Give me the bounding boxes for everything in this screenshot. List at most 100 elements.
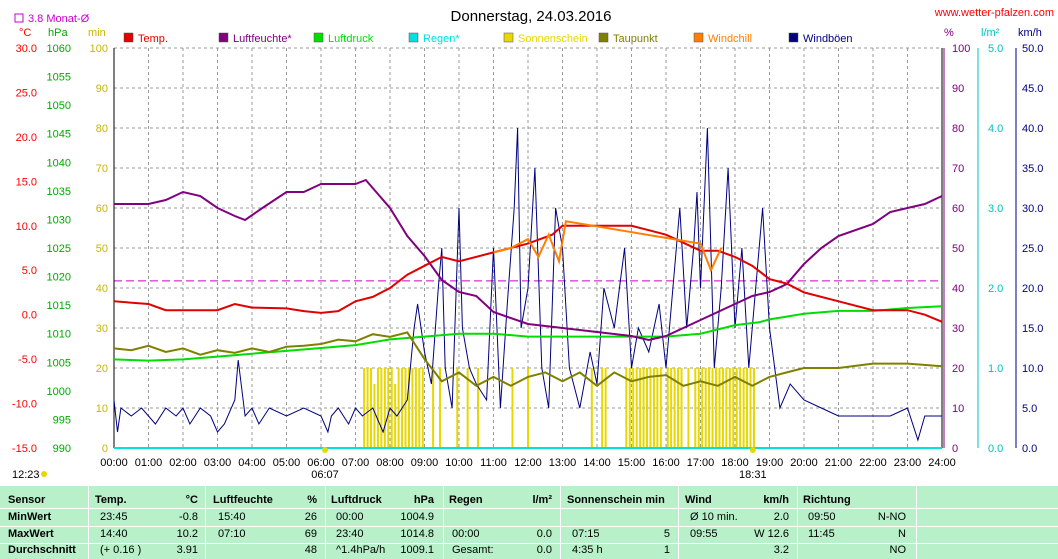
summary-cell: 1014.8	[400, 528, 434, 540]
summary-header-sensor: Sensor	[8, 494, 46, 506]
chart-title: Donnerstag, 24.03.2016	[451, 8, 612, 25]
tick-minutes: 70	[96, 163, 108, 175]
tick-x: 00:00	[100, 457, 128, 469]
sunshine-bar	[742, 368, 745, 448]
sunshine-bar	[642, 368, 645, 448]
summary-cell: 23:40	[336, 528, 364, 540]
sunshine-bar	[590, 368, 593, 448]
sunshine-bar	[511, 368, 514, 448]
tick-percent: 0	[952, 443, 958, 455]
sunshine-bar	[677, 368, 680, 448]
tick-temp: 20.0	[16, 132, 37, 144]
tick-pressure: 1060	[47, 43, 71, 55]
summary-cell: 07:15	[572, 528, 600, 540]
summary-cell: 26	[304, 511, 317, 523]
summary-header-pressure: Luftdruck	[331, 494, 382, 506]
summary-row-label: MinWert	[8, 511, 52, 523]
tick-pressure: 1035	[47, 186, 71, 198]
tick-wind: 10.0	[1022, 363, 1043, 375]
sunshine-bar	[735, 368, 738, 448]
summary-cell: 0.0	[536, 544, 552, 556]
tick-percent: 40	[952, 283, 964, 295]
sunshine-bar	[659, 368, 662, 448]
tick-pressure: 995	[53, 414, 71, 426]
legend-label: Luftdruck	[328, 33, 374, 45]
sunshine-bar	[394, 384, 397, 448]
legend-swatch	[693, 32, 704, 43]
summary-cell: 69	[304, 528, 317, 540]
tick-x: 23:00	[894, 457, 922, 469]
tick-temp: 0.0	[22, 310, 37, 322]
source-url[interactable]: www.wetter-pfalzen.com	[934, 7, 1054, 19]
tick-percent: 100	[952, 43, 970, 55]
tick-x: 06:00	[307, 457, 335, 469]
chart-lines	[113, 127, 943, 449]
tick-x: 03:00	[204, 457, 232, 469]
summary-cell: 07:10	[218, 528, 246, 540]
sunshine-bars	[363, 368, 755, 448]
sunshine-bar	[397, 368, 400, 448]
tick-percent: 10	[952, 403, 964, 415]
tick-x: 04:00	[238, 457, 266, 469]
tick-rain: 4.0	[988, 123, 1003, 135]
summary-cell: 14:40	[100, 528, 128, 540]
tick-pressure: 1005	[47, 357, 71, 369]
summary-column-divider	[205, 486, 206, 559]
sunshine-bar	[604, 368, 607, 448]
tick-x: 07:00	[342, 457, 370, 469]
tick-pressure: 1040	[47, 157, 71, 169]
sunshine-bar	[414, 368, 417, 448]
sunshine-bar	[746, 368, 749, 448]
tick-minutes: 100	[90, 43, 108, 55]
unit-wind: km/h	[1018, 27, 1042, 39]
summary-column-divider	[443, 486, 444, 559]
legend-label: Luftfeuchte*	[233, 33, 292, 45]
summary-row-divider	[0, 526, 1058, 527]
tick-minutes: 20	[96, 363, 108, 375]
summary-column-divider	[797, 486, 798, 559]
tick-wind: 30.0	[1022, 203, 1043, 215]
summary-row-divider	[0, 508, 1058, 509]
summary-cell: 1	[663, 544, 670, 556]
tick-pressure: 1025	[47, 243, 71, 255]
tick-x: 22:00	[859, 457, 887, 469]
sun-marker	[749, 447, 756, 453]
sunshine-bar	[601, 368, 604, 448]
sunshine-bar	[666, 368, 669, 448]
sunshine-bar	[625, 368, 628, 448]
tick-percent: 60	[952, 203, 964, 215]
tick-wind: 5.0	[1022, 403, 1037, 415]
weather-chart: Donnerstag, 24.03.2016 www.wetter-pfalze…	[12, 7, 1054, 481]
series-line-windben	[113, 127, 942, 442]
sunshine-bar	[370, 368, 373, 448]
summary-cell: 0.0	[536, 528, 552, 540]
legend-swatch	[598, 32, 609, 43]
sunshine-bar	[383, 368, 386, 448]
sunshine-bar	[749, 368, 752, 448]
legend-label: Sonnenschein	[518, 33, 588, 45]
tick-minutes: 0	[102, 443, 108, 455]
tick-rain: 1.0	[988, 363, 1003, 375]
tick-x: 16:00	[652, 457, 680, 469]
tick-x: 11:00	[480, 457, 507, 469]
summary-cell: 15:40	[218, 511, 246, 523]
summary-header-sunshine: Sonnenschein min	[567, 494, 665, 506]
sunshine-bar	[708, 368, 711, 448]
unit-rain: l/m²	[981, 27, 1000, 39]
summary-cell: -0.8	[179, 511, 198, 523]
sunshine-bar	[739, 368, 742, 448]
legend-label: Temp.	[138, 33, 168, 45]
sunshine-bar	[715, 368, 718, 448]
sunshine-bar	[673, 368, 676, 448]
tick-rain: 5.0	[988, 43, 1003, 55]
tick-x: 20:00	[790, 457, 818, 469]
sunshine-bar	[432, 368, 435, 448]
tick-temp: -10.0	[12, 399, 37, 411]
sunshine-bar	[466, 368, 469, 448]
tick-minutes: 60	[96, 203, 108, 215]
monthly-avg-swatch	[14, 13, 24, 23]
legend-label: Regen*	[423, 33, 460, 45]
summary-cell: 09:55	[690, 528, 718, 540]
tick-temp: 10.0	[16, 221, 37, 233]
sunshine-bar	[649, 368, 652, 448]
